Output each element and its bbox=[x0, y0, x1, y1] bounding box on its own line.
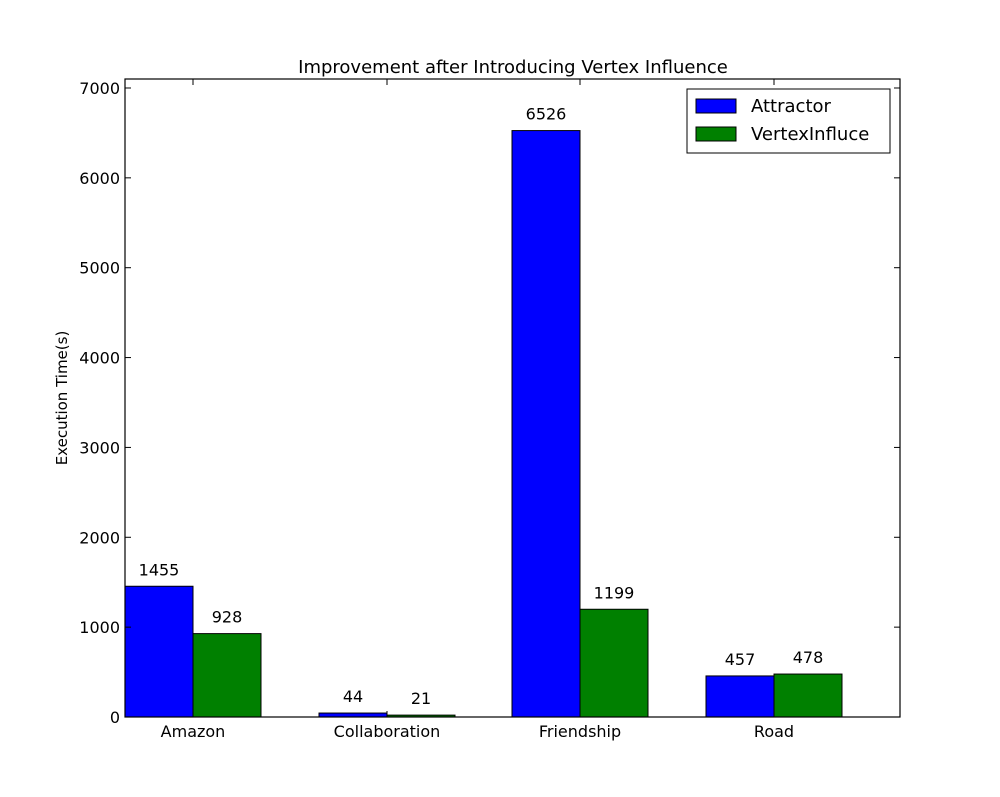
value-label-amazon-vertexinfluce: 928 bbox=[212, 608, 243, 627]
bar-friendship-vertexinfluce bbox=[579, 608, 649, 718]
value-label-road-vertexinfluce: 478 bbox=[793, 648, 824, 667]
axes-group: Amazon Collaboration Friendship Road 0 1000 20… bbox=[79, 78, 901, 741]
y-tick-label: 5000 bbox=[79, 259, 120, 278]
value-label-road-attractor: 457 bbox=[725, 650, 756, 669]
y-tick-label: 4000 bbox=[79, 349, 120, 368]
bar-amazon-attractor bbox=[124, 585, 194, 718]
chart-title: Improvement after Introducing Vertex Inf… bbox=[298, 57, 728, 78]
legend-swatch-attractor bbox=[695, 98, 737, 114]
value-label-amazon-attractor: 1455 bbox=[139, 560, 180, 579]
x-tick-label-road: Road bbox=[754, 722, 794, 741]
y-tick-label: 0 bbox=[110, 708, 120, 727]
legend-label-vertexinfluce: VertexInfluce bbox=[751, 124, 869, 145]
y-tick-label: 1000 bbox=[79, 618, 120, 637]
bar-friendship-attractor bbox=[511, 130, 581, 718]
value-label-collaboration-vertexinfluce: 21 bbox=[411, 689, 431, 708]
legend-label-attractor: Attractor bbox=[751, 96, 832, 117]
bar-amazon-vertexinfluce bbox=[192, 633, 262, 718]
legend-swatch-vertexinfluce bbox=[695, 126, 737, 142]
bar-road-vertexinfluce bbox=[773, 673, 843, 718]
value-labels-group: 1455 928 44 21 6526 1199 457 478 bbox=[139, 105, 824, 709]
y-tick-label: 3000 bbox=[79, 438, 120, 457]
y-axis-label: Execution Time(s) bbox=[53, 331, 71, 466]
value-label-friendship-attractor: 6526 bbox=[526, 105, 567, 124]
x-tick-label-collaboration: Collaboration bbox=[334, 722, 441, 741]
bar-road-attractor bbox=[705, 675, 775, 718]
y-tick-label: 6000 bbox=[79, 169, 120, 188]
y-tick-label: 2000 bbox=[79, 528, 120, 547]
value-label-collaboration-attractor: 44 bbox=[343, 687, 363, 706]
x-tick-label-amazon: Amazon bbox=[161, 722, 226, 741]
x-tick-label-friendship: Friendship bbox=[539, 722, 621, 741]
legend: Attractor VertexInfluce bbox=[686, 88, 891, 154]
value-label-friendship-vertexinfluce: 1199 bbox=[594, 583, 635, 602]
plot-frame bbox=[124, 78, 901, 718]
bars-group bbox=[124, 130, 843, 718]
y-tick-label: 7000 bbox=[79, 79, 120, 98]
